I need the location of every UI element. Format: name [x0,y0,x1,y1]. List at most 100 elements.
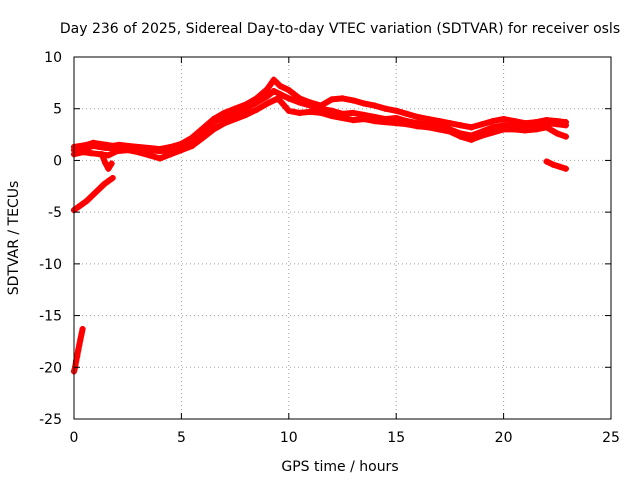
data-point [543,117,550,124]
data-point [264,86,271,93]
data-point [318,109,325,116]
data-point [328,107,335,114]
data-point [360,100,367,107]
x-tick-label: 10 [280,430,298,446]
data-point [285,87,292,94]
data-point [105,165,112,172]
data-point [189,134,196,141]
data-point [382,105,389,112]
y-tick-label: -20 [39,360,62,376]
x-tick-label: 25 [602,430,620,446]
data-point [277,82,284,89]
data-point [446,128,453,135]
data-point [96,185,103,192]
x-tick-label: 20 [495,430,513,446]
data-point [339,95,346,102]
data-point [103,141,110,148]
data-point [88,193,95,200]
data-point [479,132,486,139]
data-point [532,126,539,133]
data-point [76,341,83,348]
data-point [307,99,314,106]
data-point [522,127,529,134]
data-point [562,119,569,126]
data-point [83,141,90,148]
data-point [77,142,84,149]
data-point [382,119,389,126]
data-point [232,105,239,112]
data-point [88,150,95,157]
data-point [75,346,82,353]
data-point [74,352,81,359]
data-point [232,116,239,123]
data-point [511,126,518,133]
data-point [101,181,108,188]
series-trace [543,158,569,172]
data-point [199,125,206,132]
data-point [285,107,292,114]
data-points [71,76,569,375]
x-tick-label: 0 [70,430,79,446]
data-point [318,102,325,109]
data-point [554,118,561,125]
data-point [360,116,367,123]
data-point [285,95,292,102]
data-point [124,147,131,154]
data-point [468,136,475,143]
data-point [146,152,153,159]
data-point [79,200,86,207]
data-point [167,143,174,150]
data-point [393,107,400,114]
y-tick-label: -25 [39,412,62,428]
data-point [156,155,163,162]
data-point [75,203,82,210]
y-axis-label: SDTVAR / TECUs [6,181,22,296]
data-point [436,118,443,125]
data-point [403,110,410,117]
data-point [92,189,99,196]
data-point [446,120,453,127]
data-point [500,126,507,133]
x-tick-label: 5 [177,430,186,446]
data-point [199,134,206,141]
data-point [296,109,303,116]
data-point [156,146,163,153]
data-point [500,116,507,123]
data-point [479,121,486,128]
data-point [109,142,116,149]
y-tick-label: 0 [53,153,62,169]
data-point [210,126,217,133]
data-point [328,96,335,103]
data-point [270,88,277,95]
data-point [178,147,185,154]
data-point [522,120,529,127]
data-point [277,91,284,98]
data-point [489,124,496,131]
data-point [543,124,550,131]
series-trace [98,151,115,172]
axis-ticks: 0 5 10 15 20 25 10 5 0 -5 -10 -15 -20 -25 [39,50,620,446]
plot-frame [73,56,612,420]
y-tick-label: -15 [39,309,62,325]
data-point [79,326,86,333]
data-point [253,95,260,102]
data-point [296,95,303,102]
x-tick-label: 15 [387,430,405,446]
data-point [350,109,357,116]
data-point [221,120,228,127]
data-point [116,141,123,148]
data-point [393,115,400,122]
data-point [77,336,84,343]
data-point [79,149,86,156]
data-point [90,139,97,146]
data-point [78,331,85,338]
data-point [146,145,153,152]
data-point [554,130,561,137]
chart-title: Day 236 of 2025, Sidereal Day-to-day VTE… [60,21,620,37]
data-point [436,126,443,133]
data-point [178,140,185,147]
data-point [457,133,464,140]
data-point [371,118,378,125]
data-point [414,113,421,120]
